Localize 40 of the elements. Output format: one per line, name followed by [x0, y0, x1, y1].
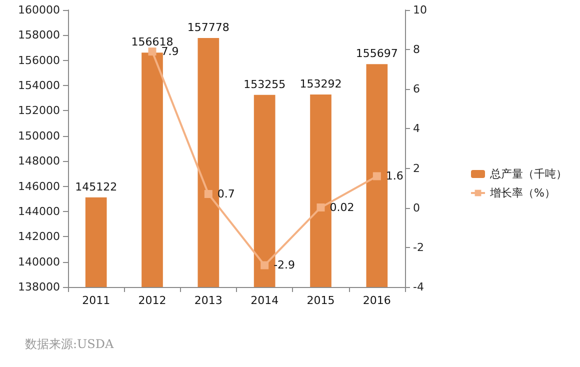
y-tick-label: 154000: [18, 79, 60, 92]
y2-tick-label: 0: [413, 201, 420, 214]
x-tick-label: 2012: [138, 294, 166, 307]
data-label: 153292: [300, 77, 342, 90]
data-label: 7.9: [161, 45, 179, 58]
y-tick-label: 146000: [18, 180, 60, 193]
y-tick-label: 152000: [18, 104, 60, 118]
y-tick-label: 142000: [18, 230, 60, 244]
y2-tick-label: 10: [413, 4, 427, 16]
legend-label: 增长率（%）: [489, 186, 556, 200]
legend-label: 总产量（千吨）: [489, 168, 567, 180]
y2-tick-label: 2: [413, 162, 420, 175]
y-tick-label: 160000: [18, 4, 60, 16]
data-label: 153255: [244, 78, 286, 91]
y-tick-label: 148000: [18, 154, 60, 168]
x-tick-label: 2015: [306, 294, 335, 307]
y2-tick-label: 4: [413, 122, 420, 136]
point: [260, 261, 269, 270]
x-tick-label: 2011: [82, 294, 110, 307]
y-tick-label: 156000: [18, 54, 60, 67]
point: [372, 172, 381, 180]
data-label: 145122: [75, 180, 118, 194]
y-tick-label: 144000: [18, 204, 60, 218]
x-tick-label: 2014: [250, 294, 279, 307]
y-tick-label: 150000: [18, 129, 60, 142]
y-tick-label: 158000: [18, 28, 60, 42]
source-note: 数据来源:USDA: [25, 337, 114, 351]
data-label: 157778: [187, 20, 230, 34]
y2-tick-label: -4: [413, 280, 424, 294]
x-tick-label: 2016: [362, 294, 391, 307]
point: [204, 190, 212, 198]
point: [148, 48, 156, 56]
x-tick-label: 2013: [194, 294, 222, 307]
y-tick-label: 138000: [18, 280, 60, 294]
data-label: 155697: [356, 47, 398, 60]
y2-tick-label: -2: [413, 240, 424, 254]
y2-tick-label: 8: [413, 43, 420, 56]
point: [316, 203, 325, 212]
y-tick-label: 140000: [18, 255, 60, 268]
y2-tick-label: 6: [413, 82, 420, 96]
